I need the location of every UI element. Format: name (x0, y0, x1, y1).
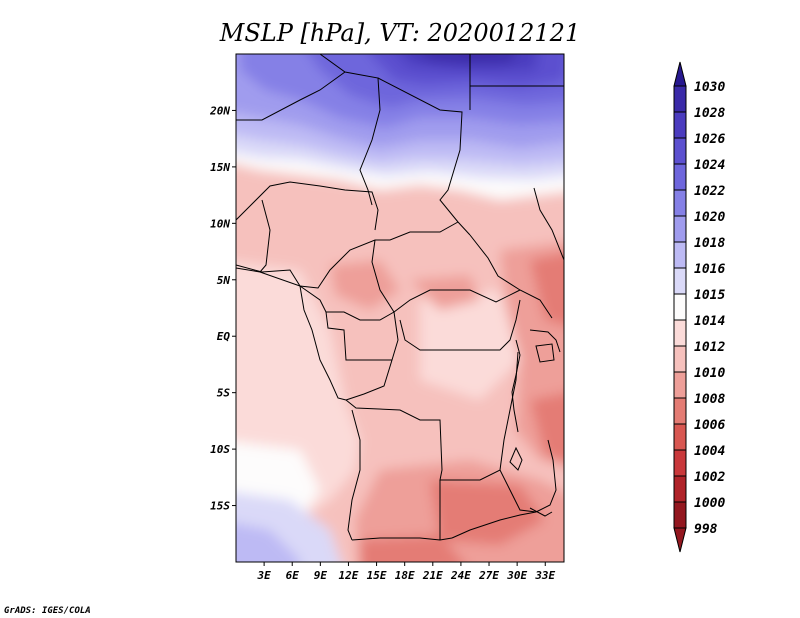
colorbar-legend: 1030 1028 1026 1024 1022 1020 1018 1016 1015 1014… (673, 61, 725, 553)
lat-tick-label: 10N (210, 217, 230, 230)
colorbar-label: 1018 (694, 236, 725, 251)
colorbar-label: 1014 (694, 314, 725, 329)
lon-tick-label: 6E (286, 569, 300, 582)
colorbar-label: 1004 (694, 444, 725, 459)
lon-tick-label: 27E (478, 569, 499, 582)
lon-tick-label: 18E (395, 569, 415, 582)
colorbar-label: 1024 (694, 158, 725, 173)
colorbar-label: 1002 (694, 470, 725, 485)
colorbar-swatch (673, 137, 687, 165)
country-borders (236, 54, 564, 562)
map-plot-area: 20N 15N 10N 5N EQ 5S 10S 15S 3E 6E 9E 12E 15E 18E 21E… (209, 53, 565, 582)
figure-title: MSLP [hPa], VT: 2020012121 (219, 19, 580, 47)
grads-credit: GrADS: IGES/COLA (4, 606, 91, 616)
colorbar-label: 1008 (694, 392, 725, 407)
colorbar-label: 1020 (694, 210, 725, 225)
colorbar-label: 1030 (694, 80, 725, 95)
pressure-field (236, 54, 564, 562)
colorbar-label: 1028 (694, 106, 725, 121)
colorbar-label: 1015 (694, 288, 725, 303)
colorbar-swatch (673, 501, 687, 529)
colorbar-swatch (673, 85, 687, 113)
colorbar-top-arrow (673, 61, 687, 87)
colorbar-label: 1012 (694, 340, 725, 355)
lon-tick-label: 3E (256, 569, 271, 582)
colorbar-label: 1016 (694, 262, 725, 277)
colorbar-swatch (673, 449, 687, 477)
lat-tick-label: 15N (210, 161, 230, 174)
lon-tick-label: 15E (367, 569, 387, 582)
lon-tick-label: 33E (534, 569, 555, 582)
lat-tick-label: 15S (210, 500, 230, 513)
colorbar-swatch (673, 163, 687, 191)
colorbar-label: 1000 (694, 496, 725, 511)
lon-tick-label: 30E (506, 569, 527, 582)
lon-tick-label: 9E (314, 569, 328, 582)
colorbar-swatch (673, 241, 687, 269)
lat-tick-label: 10S (210, 443, 230, 456)
colorbar-swatch (673, 267, 687, 295)
lon-tick-label: 24E (450, 569, 471, 582)
colorbar-swatch (673, 475, 687, 503)
colorbar-label: 998 (694, 522, 718, 537)
colorbar-swatch (673, 215, 687, 243)
lat-tick-label: 5N (217, 274, 231, 287)
map-frame (235, 53, 565, 563)
lat-tick-label: EQ (217, 330, 231, 343)
colorbar-label: 1006 (694, 418, 725, 433)
lat-tick-label: 5S (217, 387, 231, 400)
lat-tick-label: 20N (209, 104, 230, 117)
colorbar-swatch (673, 397, 687, 425)
colorbar-swatch (673, 345, 687, 373)
colorbar-label: 1022 (694, 184, 725, 199)
colorbar-label: 1026 (694, 132, 725, 147)
colorbar-swatch (673, 371, 687, 399)
colorbar-label: 1010 (694, 366, 725, 381)
longitude-axis: 3E 6E 9E 12E 15E 18E 21E 24E 27E 30E 33E (256, 562, 556, 582)
colorbar-swatch (673, 423, 687, 451)
lon-tick-label: 12E (339, 569, 359, 582)
lon-tick-label: 21E (422, 569, 443, 582)
colorbar-swatch (673, 189, 687, 217)
colorbar-swatch (673, 293, 687, 321)
colorbar-swatch (673, 319, 687, 347)
latitude-axis: 20N 15N 10N 5N EQ 5S 10S 15S (209, 104, 236, 513)
colorbar-swatch (673, 111, 687, 139)
colorbar-bottom-arrow (673, 527, 687, 553)
